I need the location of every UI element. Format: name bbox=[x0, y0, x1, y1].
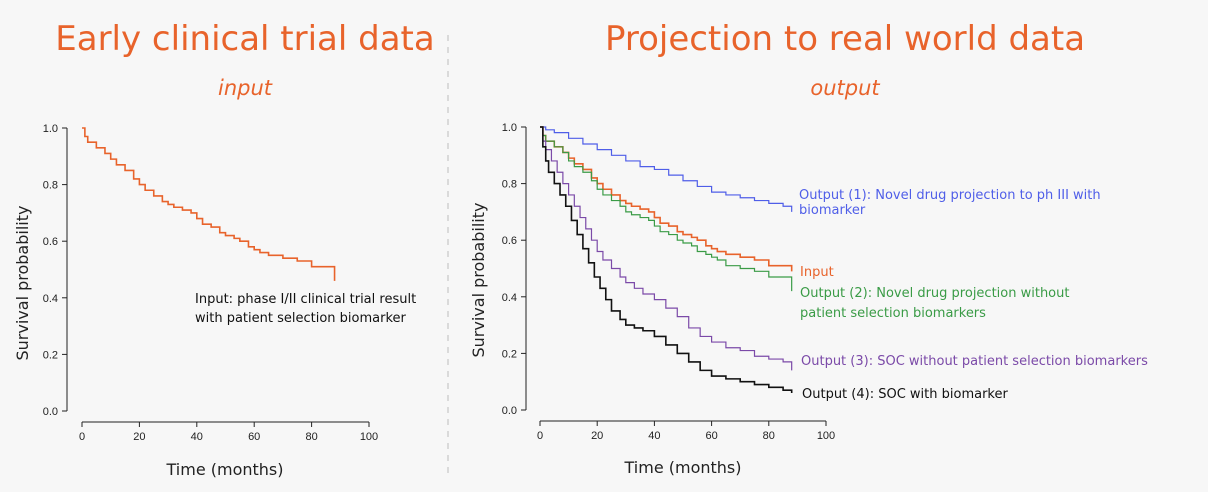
left-annotation-line1: Input: phase I/II clinical trial result bbox=[195, 292, 416, 307]
left-annotation-line2: with patient selection biomarker bbox=[195, 311, 407, 326]
output2-label-line2: patient selection biomarkers bbox=[800, 306, 986, 321]
left-y-tick-label: 0.6 bbox=[43, 236, 58, 248]
right-y-tick-label: 0.6 bbox=[502, 235, 517, 247]
output1-label-line2: biomarker bbox=[799, 203, 866, 218]
right-y-axis-label: Survival probability bbox=[469, 203, 488, 358]
right-y-tick-label: 0.2 bbox=[502, 348, 517, 360]
output1-label-line1: Output (1): Novel drug projection to ph … bbox=[799, 188, 1101, 203]
left-panel-title: Early clinical trial data bbox=[55, 19, 434, 59]
left-x-axis-label: Time (months) bbox=[166, 460, 284, 479]
right-y-tick-label: 0.8 bbox=[502, 179, 517, 191]
right-x-tick-label: 100 bbox=[817, 430, 835, 442]
left-x-tick-label: 100 bbox=[360, 431, 378, 443]
left-panel-subtitle: input bbox=[218, 76, 273, 100]
left-y-tick-label: 1.0 bbox=[43, 123, 58, 135]
left-x-tick-label: 60 bbox=[248, 431, 260, 443]
right-x-tick-label: 20 bbox=[591, 430, 603, 442]
right-series-output-1-novel-drug-projection bbox=[540, 126, 793, 212]
input-label: Input bbox=[800, 265, 834, 280]
left-series-input bbox=[82, 127, 336, 281]
right-y-tick-label: 1.0 bbox=[502, 122, 517, 134]
right-series-output-3-soc-without-patient-s bbox=[540, 126, 793, 371]
right-x-axis-label: Time (months) bbox=[624, 458, 742, 477]
right-x-tick-label: 60 bbox=[705, 430, 717, 442]
right-x-tick-label: 0 bbox=[537, 430, 543, 442]
right-chart: Survival probability Time (months) Outpu… bbox=[469, 122, 1148, 477]
right-y-tick-label: 0.4 bbox=[502, 292, 517, 304]
left-chart: Survival probability Time (months) Input… bbox=[13, 123, 416, 479]
left-y-tick-label: 0.2 bbox=[43, 349, 58, 361]
right-series-output-4-soc-with-biomarker bbox=[540, 126, 793, 394]
right-panel-subtitle: output bbox=[810, 76, 880, 100]
right-y-tick-label: 0.0 bbox=[502, 405, 517, 417]
output2-label-line1: Output (2): Novel drug projection withou… bbox=[800, 286, 1069, 301]
left-x-tick-label: 20 bbox=[133, 431, 145, 443]
left-y-tick-label: 0.0 bbox=[43, 406, 58, 418]
left-y-tick-label: 0.4 bbox=[43, 293, 58, 305]
right-x-tick-label: 40 bbox=[648, 430, 660, 442]
right-panel-title: Projection to real world data bbox=[605, 19, 1085, 59]
left-x-tick-label: 0 bbox=[79, 431, 85, 443]
right-series-output-2-novel-drug-projection bbox=[540, 126, 793, 292]
right-x-tick-label: 80 bbox=[763, 430, 775, 442]
left-y-tick-label: 0.8 bbox=[43, 180, 58, 192]
left-y-axis-label: Survival probability bbox=[13, 206, 32, 361]
output4-label: Output (4): SOC with biomarker bbox=[802, 387, 1008, 402]
left-x-tick-label: 80 bbox=[305, 431, 317, 443]
output3-label: Output (3): SOC without patient selectio… bbox=[801, 354, 1148, 369]
left-x-tick-label: 40 bbox=[191, 431, 203, 443]
right-series-input bbox=[540, 126, 793, 272]
